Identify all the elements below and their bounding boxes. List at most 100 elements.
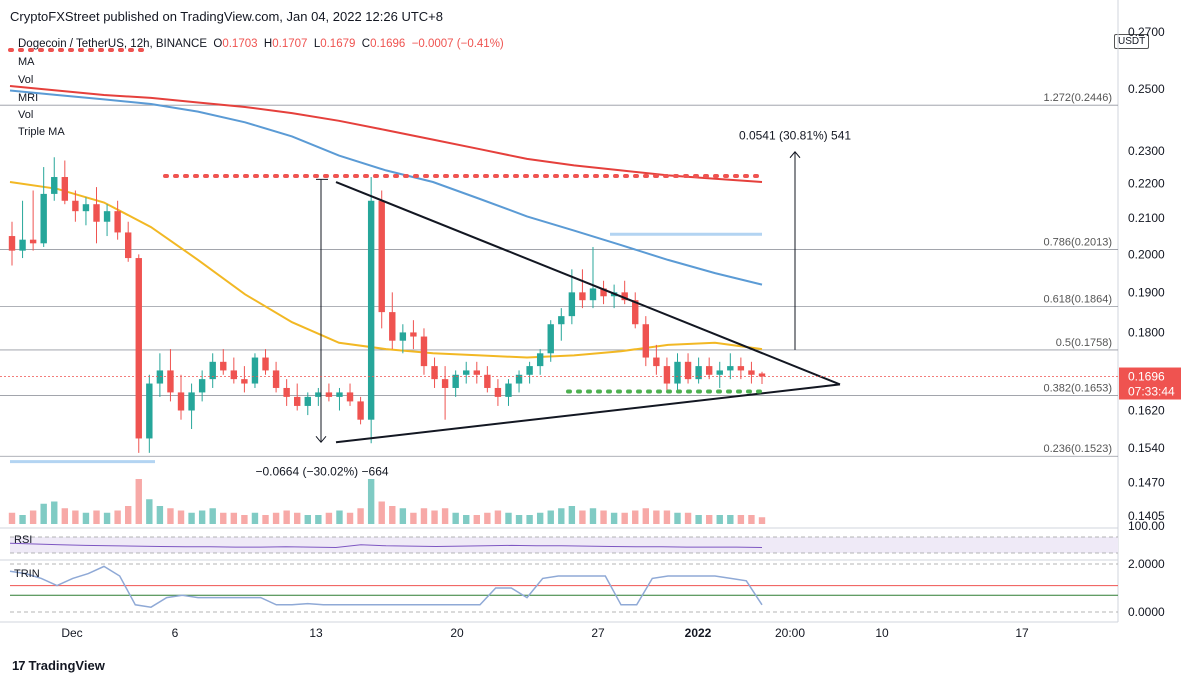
- time-tick-label: 20: [450, 626, 464, 640]
- volume-bar: [674, 512, 681, 524]
- candle-body: [505, 383, 512, 397]
- indicator-vol-2[interactable]: Vol: [18, 109, 34, 121]
- volume-bar: [272, 512, 280, 524]
- volume-bars: [8, 479, 766, 524]
- fib-label: 1.272(0.2446): [1044, 92, 1113, 104]
- candle-body: [484, 374, 491, 388]
- candle-body: [230, 370, 238, 380]
- volume-bar: [389, 506, 396, 524]
- rsi-label[interactable]: RSI: [14, 534, 33, 546]
- close-value: 0.1696: [370, 38, 406, 50]
- volume-bar: [262, 515, 269, 524]
- candle-body: [389, 312, 396, 341]
- candle-body: [526, 366, 533, 375]
- volume-bar: [357, 508, 364, 524]
- time-tick-label: 6: [172, 626, 179, 640]
- candle-body: [748, 370, 755, 375]
- candle-body: [19, 239, 26, 251]
- indicator-vol[interactable]: Vol: [18, 74, 34, 86]
- indicator-ma[interactable]: MA: [18, 56, 35, 68]
- tradingview-footer[interactable]: 17 TradingView: [12, 658, 105, 673]
- volume-bar: [19, 515, 26, 524]
- candle-body: [61, 177, 69, 201]
- volume-bar: [536, 512, 544, 524]
- currency-label[interactable]: USDT: [1114, 34, 1150, 49]
- price-tick-label: 0.2300: [1128, 144, 1165, 158]
- candle-body: [283, 387, 290, 397]
- volume-bar: [547, 510, 554, 524]
- price-tick-label: 0.1540: [1128, 441, 1165, 455]
- candle-body: [177, 392, 185, 411]
- ma-blue-line: [9, 89, 763, 286]
- candle-body: [399, 332, 407, 341]
- candle-body: [431, 366, 438, 380]
- volume-bar: [294, 512, 301, 524]
- candle-body: [463, 370, 470, 375]
- indicator-mri[interactable]: MRI: [18, 92, 39, 104]
- target-arrow-head: [789, 150, 801, 159]
- open-value: 0.1703: [222, 38, 258, 50]
- fibonacci-levels: 1.272(0.2446) 0.786(0.2013) 0.618(0.1864) 0…: [0, 92, 1118, 464]
- volume-bar: [663, 510, 671, 524]
- rsi-band: [10, 537, 1118, 553]
- volume-bar: [558, 508, 565, 524]
- tradingview-logo-icon: 17: [12, 658, 26, 673]
- volume-bar: [758, 517, 766, 524]
- ohlc-legend: Dogecoin / TetherUS, 12h, BINANCE O0.170…: [18, 38, 504, 50]
- price-tick-label: 0.1405: [1128, 509, 1165, 523]
- volume-bar: [336, 510, 343, 524]
- volume-bar: [579, 510, 586, 524]
- volume-bar: [51, 501, 58, 524]
- candle-body: [294, 396, 301, 406]
- candle-body: [262, 357, 269, 371]
- candle-body: [40, 193, 47, 244]
- last-price-badge: [1119, 367, 1181, 400]
- volume-bar: [135, 479, 142, 524]
- price-tick-label: 0.2000: [1128, 247, 1165, 261]
- candle-body: [251, 357, 259, 384]
- time-tick-label: 17: [1015, 626, 1029, 640]
- fib-label: 0.382(0.1653): [1044, 383, 1113, 395]
- candle-body: [146, 383, 153, 439]
- price-tick-label: 0.1800: [1128, 325, 1165, 339]
- volume-bar: [441, 508, 449, 524]
- indicator-triple-ma[interactable]: Triple MA: [18, 126, 65, 138]
- low-value: 0.1679: [320, 38, 356, 50]
- volume-bar: [568, 506, 576, 524]
- volume-bar: [431, 510, 438, 524]
- candle-body: [684, 361, 692, 380]
- candle-body: [378, 200, 385, 313]
- candle-body: [346, 392, 354, 402]
- symbol-label[interactable]: Dogecoin / TetherUS, 12h, BINANCE: [18, 38, 207, 50]
- candles: [8, 157, 766, 453]
- candle-body: [536, 353, 544, 367]
- volume-bar: [241, 515, 248, 524]
- volume-bar: [72, 510, 79, 524]
- time-tick-label: 13: [309, 626, 323, 640]
- trin-label[interactable]: TRIN: [14, 568, 40, 580]
- time-tick-label: 20:00: [775, 626, 805, 640]
- price-chart[interactable]: 1.272(0.2446)0.786(0.2013)0.618(0.1864)0…: [0, 0, 1200, 655]
- candle-body: [367, 200, 375, 420]
- volume-bar: [346, 512, 354, 524]
- time-tick-label: Dec: [61, 626, 82, 640]
- volume-bar: [230, 512, 238, 524]
- volume-bar: [156, 506, 164, 524]
- volume-bar: [727, 515, 734, 524]
- volume-bar: [283, 510, 290, 524]
- triangle-upper-line: [335, 181, 841, 386]
- candle-body: [135, 258, 142, 439]
- fib-label: 0.618(0.1864): [1044, 294, 1113, 306]
- drop-annotation: −0.0664 (−30.02%) −664: [255, 465, 388, 479]
- candle-body: [82, 204, 90, 212]
- candle-body: [198, 379, 206, 393]
- candle-body: [705, 366, 713, 375]
- price-tick-label: 0.2500: [1128, 82, 1165, 96]
- candle-body: [315, 392, 322, 397]
- candle-body: [758, 373, 766, 377]
- volume-bar: [146, 499, 153, 524]
- candle-body: [188, 392, 195, 411]
- volume-bar: [304, 515, 311, 524]
- candle-body: [220, 361, 227, 371]
- candle-body: [325, 392, 333, 397]
